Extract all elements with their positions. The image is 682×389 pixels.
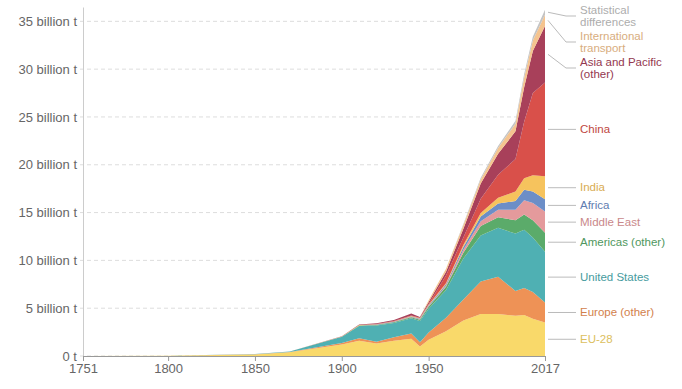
label-line: Asia and Pacific bbox=[580, 56, 662, 68]
label-line: Statistical bbox=[580, 4, 629, 16]
area bbox=[83, 83, 545, 356]
series-label: India bbox=[580, 181, 606, 193]
series-label: Statisticaldifferences bbox=[580, 4, 636, 28]
tick-label: 5 billion t bbox=[26, 301, 78, 316]
tick: 2017 bbox=[531, 356, 560, 376]
series-label: Middle East bbox=[580, 216, 641, 228]
series-label: Africa bbox=[580, 199, 610, 211]
tick: 1900 bbox=[328, 356, 357, 376]
tick-label: 25 billion t bbox=[18, 110, 77, 125]
tick-label: 2017 bbox=[531, 361, 560, 376]
series-label: Asia and Pacific(other) bbox=[580, 56, 662, 80]
axis-line bbox=[83, 8, 84, 357]
tick: 35 billion t bbox=[18, 14, 83, 29]
series-label: Americas (other) bbox=[580, 236, 665, 248]
label-line: India bbox=[580, 181, 606, 193]
label-line: differences bbox=[580, 16, 636, 28]
tick-label: 20 billion t bbox=[18, 157, 77, 172]
series-labels: EU-28 Europe (other) United States Americas… bbox=[548, 4, 665, 345]
label-line: (other) bbox=[580, 68, 614, 80]
tick: 1850 bbox=[241, 356, 270, 376]
grid bbox=[80, 21, 545, 356]
label-line: transport bbox=[580, 42, 626, 54]
tick-label: 1751 bbox=[69, 361, 98, 376]
area bbox=[83, 277, 545, 356]
series-label: United States bbox=[580, 271, 649, 283]
leader-line bbox=[548, 242, 576, 243]
area bbox=[83, 214, 545, 355]
leader-line bbox=[548, 187, 576, 188]
leader-line bbox=[548, 12, 576, 16]
leader-line bbox=[548, 222, 576, 223]
series-label: Europe (other) bbox=[580, 306, 654, 318]
grid-line bbox=[80, 164, 545, 165]
area bbox=[83, 228, 545, 356]
tick: 1950 bbox=[415, 356, 444, 376]
tick: 5 billion t bbox=[26, 301, 83, 316]
label-line: China bbox=[580, 123, 611, 135]
leader-line bbox=[548, 20, 576, 42]
tick: 15 billion t bbox=[18, 205, 83, 220]
series-label: Internationaltransport bbox=[580, 30, 643, 54]
plot-area bbox=[83, 10, 545, 356]
label-line: Europe (other) bbox=[580, 306, 654, 318]
tick-label: 10 billion t bbox=[18, 253, 77, 268]
y-axis: 0 t5 billion t10 billion t15 billion t20… bbox=[18, 8, 83, 364]
leader-line bbox=[548, 312, 576, 313]
area bbox=[83, 10, 545, 356]
area bbox=[83, 15, 545, 356]
label-line: International bbox=[580, 30, 643, 42]
tick-label: 15 billion t bbox=[18, 205, 77, 220]
chart: 0 t5 billion t10 billion t15 billion t20… bbox=[0, 0, 682, 389]
leader-line bbox=[548, 129, 576, 130]
tick-label: 1950 bbox=[415, 361, 444, 376]
tick-label: 35 billion t bbox=[18, 14, 77, 29]
axis-line bbox=[84, 357, 546, 362]
label-line: Middle East bbox=[580, 216, 641, 228]
tick-label: 1900 bbox=[328, 361, 357, 376]
area bbox=[83, 314, 545, 356]
leader-line bbox=[548, 339, 576, 340]
leader-line bbox=[548, 54, 576, 68]
tick-label: 1850 bbox=[241, 361, 270, 376]
series-label: China bbox=[580, 123, 611, 135]
grid-line bbox=[80, 116, 545, 117]
label-line: Africa bbox=[580, 199, 610, 211]
label-line: Americas (other) bbox=[580, 236, 665, 248]
tick: 25 billion t bbox=[18, 110, 83, 125]
tick-label: 30 billion t bbox=[18, 62, 77, 77]
area bbox=[83, 26, 545, 356]
tick: 1751 bbox=[69, 356, 98, 376]
tick: 10 billion t bbox=[18, 253, 83, 268]
leader-line bbox=[548, 277, 576, 278]
leader-line bbox=[548, 205, 576, 206]
grid-line bbox=[80, 69, 545, 70]
tick: 1800 bbox=[154, 356, 183, 376]
tick: 20 billion t bbox=[18, 157, 83, 172]
grid-line bbox=[80, 21, 545, 22]
label-line: EU-28 bbox=[580, 333, 613, 345]
x-axis: 1751 1800 1850 1900 1950 2017 bbox=[69, 356, 560, 376]
tick-label: 1800 bbox=[154, 361, 183, 376]
label-line: United States bbox=[580, 271, 649, 283]
series-label: EU-28 bbox=[580, 333, 613, 345]
tick: 30 billion t bbox=[18, 62, 83, 77]
